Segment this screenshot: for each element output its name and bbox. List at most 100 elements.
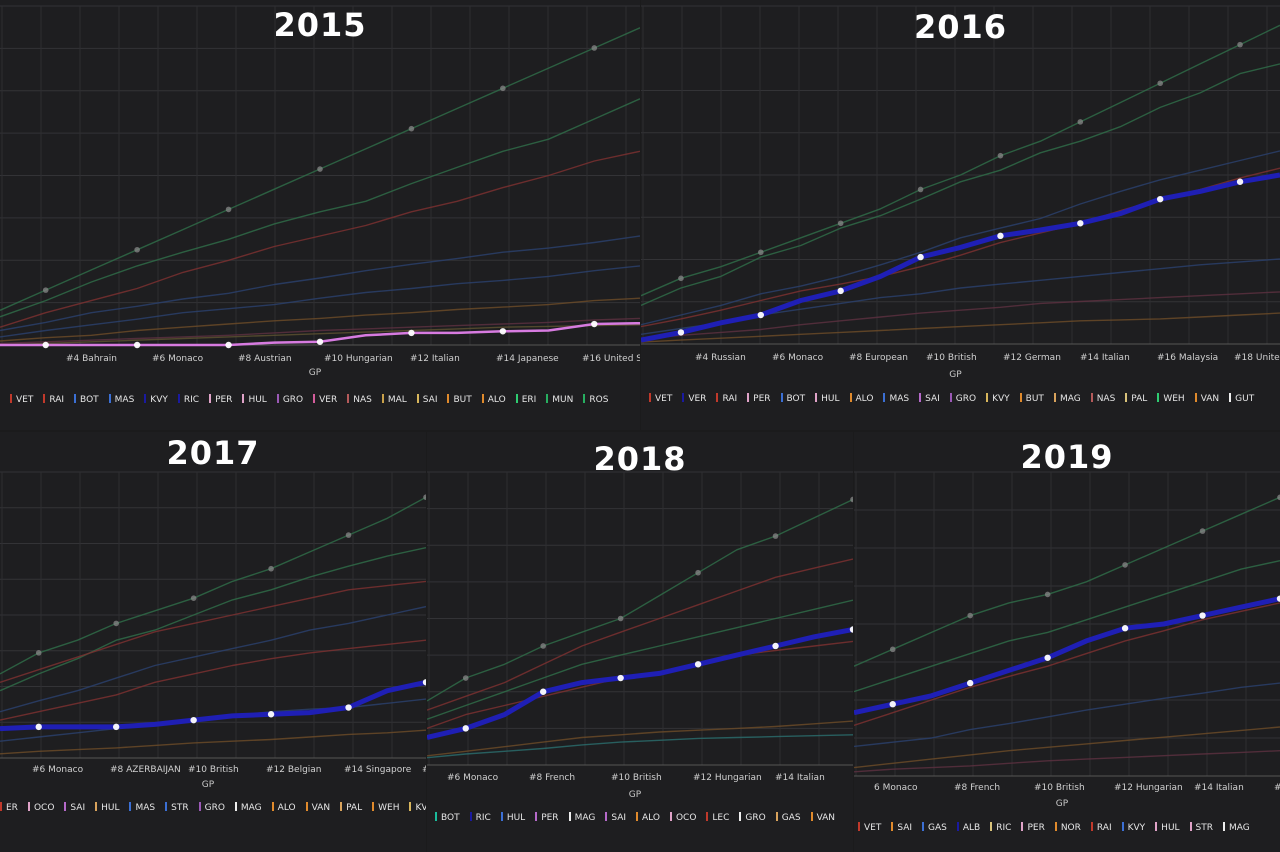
legend-item[interactable]: RIC <box>990 822 1011 833</box>
legend-item[interactable]: RAI <box>716 393 737 404</box>
legend-item[interactable]: VET <box>858 822 881 833</box>
legend-item[interactable]: WEH <box>1157 393 1185 404</box>
legend-item[interactable]: VER <box>682 393 706 404</box>
legend-item[interactable]: LEC <box>706 812 729 823</box>
trophy-icon <box>1277 494 1280 501</box>
legend-swatch <box>129 802 132 811</box>
legend-swatch <box>849 393 852 402</box>
legend-item[interactable]: VAN <box>1194 393 1219 404</box>
legend-item[interactable]: GRO <box>949 393 976 404</box>
legend-item[interactable]: VAN <box>305 802 330 813</box>
legend-item[interactable]: ERI <box>515 394 536 405</box>
legend-swatch <box>810 812 813 821</box>
legend-item[interactable]: RIC <box>469 812 491 823</box>
legend-item[interactable]: KVY <box>986 393 1010 404</box>
legend-item[interactable]: SAI <box>416 394 437 405</box>
legend-item[interactable]: ALO <box>481 394 506 405</box>
legend-item[interactable]: MAG <box>234 802 262 813</box>
legend-swatch <box>535 812 538 821</box>
legend-item[interactable]: MUN <box>546 394 573 405</box>
series-line <box>427 734 853 759</box>
legend-item[interactable]: PER <box>535 812 559 823</box>
legend-swatch <box>858 822 860 831</box>
legend-label: BOT <box>80 395 99 405</box>
legend-item[interactable]: MAL <box>381 394 407 405</box>
legend-label: KVY <box>992 394 1010 404</box>
legend-item[interactable]: VAN <box>810 812 835 823</box>
legend-item[interactable]: HUL <box>500 812 525 823</box>
legend-item[interactable]: PAL <box>1125 393 1147 404</box>
legend-item[interactable]: ALO <box>636 812 660 823</box>
legend-item[interactable]: STR <box>165 802 189 813</box>
legend-item[interactable]: BUT <box>447 394 472 405</box>
legend-item[interactable]: SAI <box>605 812 626 823</box>
trophy-icon <box>758 249 764 256</box>
legend-item[interactable]: KVY <box>144 394 168 405</box>
series-line <box>641 24 1280 297</box>
legend-item[interactable]: GUT <box>1229 393 1254 404</box>
legend-item[interactable]: BOT <box>435 812 460 823</box>
legend-item[interactable]: KVY <box>1121 822 1145 833</box>
legend-item[interactable]: PER <box>747 393 771 404</box>
legend-item[interactable]: MAS <box>108 394 134 405</box>
legend-swatch <box>1021 822 1024 831</box>
legend-item[interactable]: OCO <box>27 802 54 813</box>
legend-item[interactable]: RIC <box>177 394 199 405</box>
legend-item[interactable]: NAS <box>347 394 372 405</box>
legend-item[interactable]: OCO <box>669 812 696 823</box>
legend-item[interactable]: ALO <box>849 393 873 404</box>
legend-swatch <box>682 393 685 402</box>
legend-item[interactable]: BOT <box>74 394 99 405</box>
legend-item[interactable]: MAS <box>883 393 909 404</box>
legend-item[interactable]: VET <box>10 394 33 405</box>
trophy-icon <box>462 675 469 681</box>
legend-item[interactable]: MAG <box>1053 393 1081 404</box>
legend-item[interactable]: ER <box>0 802 18 813</box>
legend-item[interactable]: GRO <box>198 802 225 813</box>
legend-item[interactable]: PAL <box>340 802 362 813</box>
legend-item[interactable]: HUL <box>95 802 119 813</box>
legend-item[interactable]: MAG <box>568 812 595 823</box>
legend-item[interactable]: PER <box>209 394 232 405</box>
legend-item[interactable]: RAI <box>43 394 64 405</box>
legend-item[interactable]: BUT <box>1019 393 1044 404</box>
legend-label: HUL <box>821 394 840 404</box>
legend-item[interactable]: MAG <box>1223 822 1250 833</box>
x-tick-label: #10 British <box>926 353 977 363</box>
series-line <box>641 63 1280 307</box>
legend-item[interactable]: HUL <box>815 393 840 404</box>
trophy-icon <box>695 569 701 576</box>
legend-item[interactable]: ALB <box>956 822 980 833</box>
trophy-icon <box>837 287 844 295</box>
legend-item[interactable]: VET <box>649 393 672 404</box>
legend-item[interactable]: ROS <box>583 394 608 405</box>
legend-item[interactable]: STR <box>1189 822 1213 833</box>
trophy-icon <box>967 612 973 619</box>
legend-swatch <box>649 393 651 402</box>
legend-item[interactable]: HUL <box>242 394 267 405</box>
legend-item[interactable]: WEH <box>372 802 399 813</box>
legend-item[interactable]: GAS <box>922 822 947 833</box>
x-axis-label: GP <box>1056 799 1069 809</box>
legend-item[interactable]: HUL <box>1155 822 1180 833</box>
legend-item[interactable]: SAI <box>891 822 912 833</box>
legend-item[interactable]: GRO <box>276 394 303 405</box>
legend-item[interactable]: NAS <box>1090 393 1115 404</box>
legend-item[interactable]: RAI <box>1090 822 1112 833</box>
trophy-icon <box>889 701 896 708</box>
legend-item[interactable]: SAI <box>919 393 940 404</box>
legend-item[interactable]: VER <box>313 394 337 405</box>
legend-item[interactable]: BOT <box>780 393 805 404</box>
legend-item[interactable]: GRO <box>739 812 766 823</box>
legend-swatch <box>381 394 384 403</box>
legend-item[interactable]: PER <box>1021 822 1045 833</box>
legend-item[interactable]: SAI <box>64 802 85 813</box>
legend-item[interactable]: GAS <box>775 812 801 823</box>
legend-swatch <box>883 393 886 402</box>
legend-item[interactable]: MAS <box>129 802 155 813</box>
legend-label: PER <box>215 395 233 405</box>
legend-item[interactable]: NOR <box>1054 822 1081 833</box>
legend-item[interactable]: ALO <box>271 802 296 813</box>
series-line <box>641 312 1280 343</box>
legend-item[interactable]: KVY <box>409 802 426 813</box>
